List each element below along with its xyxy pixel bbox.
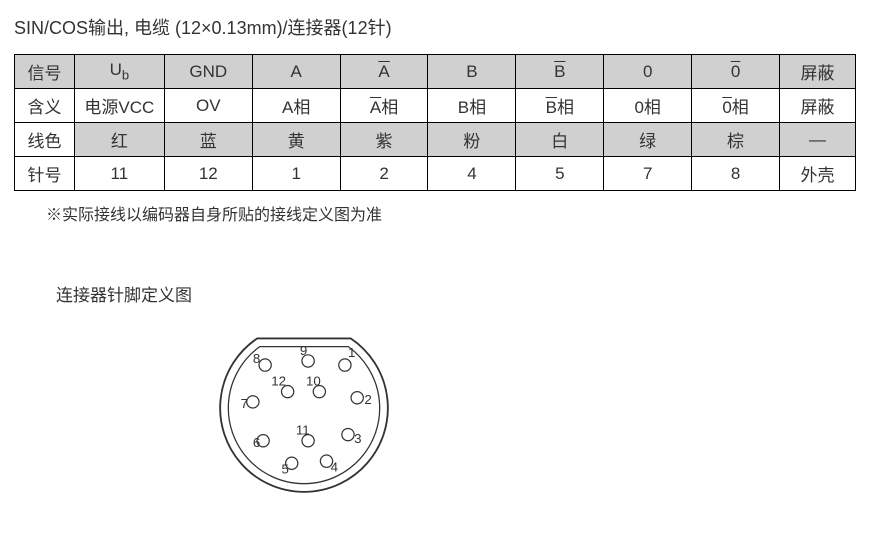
table-cell: A: [252, 55, 340, 89]
table-cell: 12: [164, 157, 252, 191]
table-cell: 紫: [340, 123, 428, 157]
connector-pin: [247, 396, 259, 408]
table-cell: 8: [692, 157, 780, 191]
table-cell: 5: [516, 157, 604, 191]
wiring-note: ※实际接线以编码器自身所贴的接线定义图为准: [46, 201, 863, 225]
table-cell: A相: [340, 89, 428, 123]
row-signal: 信号UbGNDAABB00屏蔽: [15, 55, 856, 89]
row-meaning: 含义电源VCCOVA相A相B相B相0相0相屏蔽: [15, 89, 856, 123]
table-cell: B: [516, 55, 604, 89]
table-cell: Ub: [74, 55, 164, 89]
connector-pin-label: 2: [364, 392, 371, 407]
table-cell: 0相: [604, 89, 692, 123]
table-cell: B: [428, 55, 516, 89]
connector-pin: [342, 428, 354, 440]
table-cell: 白: [516, 123, 604, 157]
table-cell: —: [779, 123, 855, 157]
table-cell: 电源VCC: [74, 89, 164, 123]
connector-pin-label: 12: [271, 374, 286, 389]
connector-pin: [259, 359, 271, 371]
connector-pin: [351, 392, 363, 404]
row-header-cell: 含义: [15, 89, 75, 123]
connector-pin-label: 4: [331, 459, 338, 474]
table-cell: 2: [340, 157, 428, 191]
table-cell: 屏蔽: [779, 89, 855, 123]
table-cell: 棕: [692, 123, 780, 157]
table-cell: 7: [604, 157, 692, 191]
table-cell: 粉: [428, 123, 516, 157]
table-cell: 11: [74, 157, 164, 191]
table-cell: 0: [604, 55, 692, 89]
table-cell: 绿: [604, 123, 692, 157]
table-cell: 蓝: [164, 123, 252, 157]
table-cell: GND: [164, 55, 252, 89]
table-cell: 0: [692, 55, 780, 89]
table-cell: 屏蔽: [779, 55, 855, 89]
connector-pin-label: 11: [296, 423, 310, 438]
connector-pin-label: 1: [348, 345, 355, 360]
connector-ring: [228, 347, 379, 484]
connector-diagram: 123456789101112: [214, 318, 863, 503]
table-cell: B相: [428, 89, 516, 123]
row-header-cell: 信号: [15, 55, 75, 89]
connector-pin-label: 3: [354, 431, 361, 446]
connector-pin-label: 9: [300, 343, 307, 358]
table-cell: A相: [252, 89, 340, 123]
connector-pin-label: 8: [253, 351, 260, 366]
connector-pin: [339, 359, 351, 371]
row-header-cell: 针号: [15, 157, 75, 191]
table-cell: 1: [252, 157, 340, 191]
table-cell: 黄: [252, 123, 340, 157]
row-header-cell: 线色: [15, 123, 75, 157]
row-color: 线色红蓝黄紫粉白绿棕—: [15, 123, 856, 157]
connector-pin-label: 5: [282, 461, 289, 476]
table-cell: 4: [428, 157, 516, 191]
row-pin: 针号1112124578外壳: [15, 157, 856, 191]
diagram-title: 连接器针脚定义图: [56, 281, 863, 306]
table-cell: OV: [164, 89, 252, 123]
table-cell: 外壳: [779, 157, 855, 191]
signal-table: 信号UbGNDAABB00屏蔽 含义电源VCCOVA相A相B相B相0相0相屏蔽 …: [14, 54, 856, 191]
table-cell: 0相: [692, 89, 780, 123]
connector-pin-label: 10: [306, 374, 321, 389]
table-cell: A: [340, 55, 428, 89]
connector-pin-label: 6: [253, 435, 260, 450]
connector-pin-label: 7: [241, 396, 248, 411]
table-cell: 红: [74, 123, 164, 157]
table-cell: B相: [516, 89, 604, 123]
page-title: SIN/COS输出, 电缆 (12×0.13mm)/连接器(12针): [14, 14, 863, 40]
